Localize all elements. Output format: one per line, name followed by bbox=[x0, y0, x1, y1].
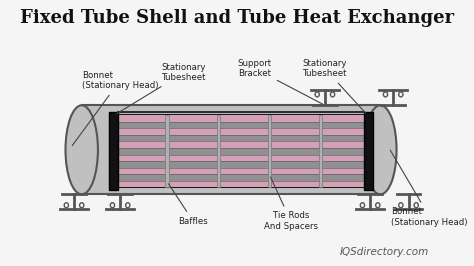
Ellipse shape bbox=[383, 92, 388, 97]
Ellipse shape bbox=[65, 105, 98, 194]
Ellipse shape bbox=[376, 203, 380, 208]
Bar bbox=[110, 181, 372, 188]
Bar bbox=[319, 115, 322, 188]
Ellipse shape bbox=[399, 203, 403, 208]
Text: Support
Bracket: Support Bracket bbox=[238, 59, 322, 104]
Text: Baffles: Baffles bbox=[169, 184, 208, 226]
Ellipse shape bbox=[399, 92, 403, 97]
Bar bbox=[376, 106, 384, 193]
Text: IQSdirectory.com: IQSdirectory.com bbox=[340, 247, 429, 257]
Bar bbox=[110, 115, 372, 188]
Ellipse shape bbox=[315, 92, 319, 97]
Text: Fixed Tube Shell and Tube Heat Exchanger: Fixed Tube Shell and Tube Heat Exchanger bbox=[20, 9, 454, 27]
Ellipse shape bbox=[80, 203, 84, 208]
Bar bbox=[268, 115, 271, 188]
Bar bbox=[110, 135, 372, 142]
Bar bbox=[110, 168, 372, 174]
Bar bbox=[217, 115, 220, 188]
Ellipse shape bbox=[126, 203, 130, 208]
Bar bbox=[110, 122, 372, 128]
Ellipse shape bbox=[110, 203, 115, 208]
Text: Stationary
Tubesheet: Stationary Tubesheet bbox=[117, 63, 206, 114]
Ellipse shape bbox=[64, 203, 68, 208]
Bar bbox=[364, 112, 373, 190]
Bar bbox=[110, 115, 372, 122]
Text: Tie Rods
And Spacers: Tie Rods And Spacers bbox=[264, 177, 318, 231]
Bar bbox=[110, 161, 372, 168]
Bar bbox=[110, 142, 372, 148]
Ellipse shape bbox=[330, 92, 335, 97]
Bar bbox=[110, 155, 372, 161]
Bar bbox=[110, 128, 372, 135]
Bar bbox=[77, 106, 86, 193]
Bar bbox=[110, 148, 372, 155]
Bar bbox=[82, 105, 380, 194]
Text: Stationary
Tubesheet: Stationary Tubesheet bbox=[302, 59, 365, 113]
Ellipse shape bbox=[360, 203, 365, 208]
Ellipse shape bbox=[364, 105, 397, 194]
Text: Bonnet
(Stationary Head): Bonnet (Stationary Head) bbox=[72, 71, 158, 146]
Bar bbox=[110, 174, 372, 181]
Text: Bonnet
(Stationary Head): Bonnet (Stationary Head) bbox=[390, 150, 468, 227]
Bar bbox=[109, 112, 118, 190]
Bar bbox=[165, 115, 169, 188]
Ellipse shape bbox=[414, 203, 419, 208]
